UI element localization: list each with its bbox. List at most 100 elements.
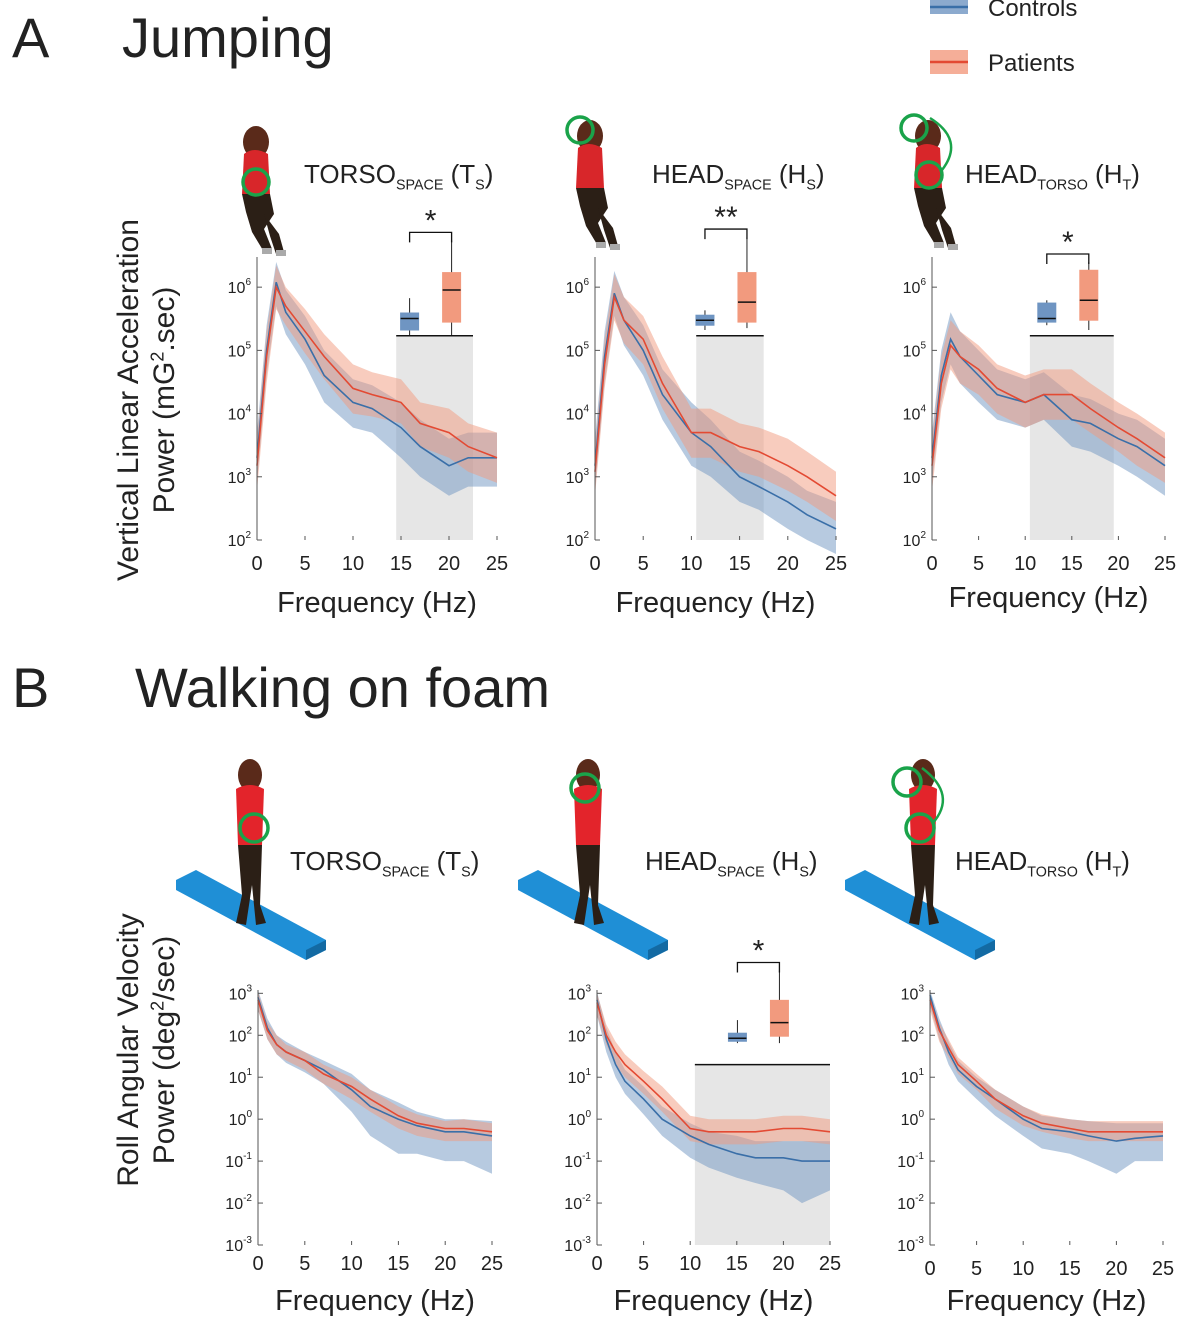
mean-line [931, 343, 1166, 466]
y-tick-exponent: 6 [583, 277, 589, 288]
x-axis-label: Frequency (Hz) [275, 1285, 475, 1317]
box [769, 999, 789, 1037]
significance-bracket [1046, 253, 1090, 265]
y-tick-base: 10 [901, 1028, 919, 1045]
y-tick-base: 10 [229, 1070, 247, 1087]
error-band [930, 990, 1163, 1174]
y-tick-label: 100 [901, 1109, 925, 1129]
y-tick-base: 10 [566, 280, 584, 297]
x-axis-label: Frequency (Hz) [616, 587, 816, 619]
y-tick-label: 101 [229, 1067, 253, 1087]
y-tick-base: 10 [897, 1238, 915, 1255]
y-tick-exponent: -2 [915, 1193, 924, 1204]
label-part: HEAD [955, 846, 1027, 876]
y-tick-exponent: 0 [585, 1109, 591, 1120]
y-tick-exponent: -1 [582, 1151, 591, 1162]
y-tick-base: 10 [564, 1238, 582, 1255]
significance-bracket [408, 231, 453, 243]
y-tick-base: 10 [229, 1028, 247, 1045]
x-tick-label: 15 [387, 1253, 409, 1275]
label: HEADTORSO (HT) [955, 846, 1130, 881]
subscript: SPACE [724, 178, 771, 194]
y-tick-label: 106 [903, 277, 927, 297]
label: Roll Angular Velocity [112, 913, 145, 1187]
y-tick-exponent: 0 [918, 1109, 924, 1120]
y-tick-exponent: 3 [585, 983, 591, 994]
y-tick-base: 10 [566, 533, 584, 550]
significance-stars: ** [714, 201, 738, 234]
error-band [258, 991, 492, 1142]
label-part: Power (deg [148, 1011, 181, 1164]
y-tick-label: 10-3 [225, 1235, 252, 1255]
label-part: (H [1088, 159, 1123, 189]
x-tick-label: 20 [438, 553, 460, 575]
panel-label: B [12, 656, 49, 719]
label-part: ) [1131, 159, 1140, 189]
subscript: S [806, 178, 816, 194]
subscript: TORSO [1037, 178, 1088, 194]
x-tick-label: 0 [926, 553, 937, 575]
x-axis-label: Frequency (Hz) [949, 582, 1149, 614]
x-tick-label: 5 [971, 1258, 982, 1280]
box [737, 272, 757, 323]
label-part: TORSO [290, 846, 382, 876]
label: Power (mG2.sec) [148, 287, 182, 514]
mean-line [596, 999, 830, 1162]
box [727, 1032, 747, 1042]
y-tick-base: 10 [897, 1196, 915, 1213]
y-tick-label: 101 [901, 1067, 925, 1087]
y-tick-base: 10 [903, 343, 921, 360]
label-part: Power (mG [148, 362, 181, 514]
y-tick-label: 102 [228, 530, 252, 550]
legend-label: Patients [988, 50, 1075, 77]
mean-line [256, 284, 498, 466]
panel-title: Jumping [122, 6, 334, 69]
y-tick-base: 10 [901, 986, 919, 1003]
x-tick-label: 15 [726, 1253, 748, 1275]
y-tick-base: 10 [225, 1238, 243, 1255]
y-tick-base: 10 [564, 1154, 582, 1171]
y-tick-exponent: -1 [243, 1151, 252, 1162]
error-band [932, 320, 1165, 491]
y-tick-exponent: 2 [583, 530, 589, 541]
y-tick-exponent: 3 [583, 467, 589, 478]
y-tick-exponent: 0 [246, 1109, 252, 1120]
y-tick-label: 100 [568, 1109, 592, 1129]
label-part: (H [765, 846, 800, 876]
x-tick-label: 20 [1107, 553, 1129, 575]
box [400, 312, 420, 331]
x-axis-label: Frequency (Hz) [947, 1285, 1147, 1317]
error-band [257, 265, 497, 491]
y-tick-base: 10 [566, 470, 584, 487]
y-tick-exponent: 3 [245, 467, 251, 478]
y-tick-label: 100 [229, 1109, 253, 1129]
y-tick-label: 10-1 [564, 1151, 591, 1171]
panel-title: Walking on foam [135, 656, 550, 719]
y-tick-base: 10 [566, 343, 584, 360]
y-tick-exponent: -2 [243, 1193, 252, 1204]
y-tick-label: 10-3 [897, 1235, 924, 1255]
y-tick-label: 104 [566, 404, 590, 424]
subscript: SPACE [717, 865, 764, 881]
x-tick-label: 10 [1012, 1258, 1034, 1280]
y-tick-exponent: 2 [246, 1025, 252, 1036]
y-tick-base: 10 [903, 470, 921, 487]
x-tick-label: 25 [1154, 553, 1176, 575]
y-tick-exponent: -3 [915, 1235, 924, 1246]
subscript: S [799, 865, 809, 881]
y-tick-label: 10-3 [564, 1235, 591, 1255]
x-tick-label: 25 [486, 553, 508, 575]
y-tick-exponent: 4 [245, 404, 251, 415]
label-part: HEAD [645, 846, 717, 876]
y-tick-base: 10 [225, 1154, 243, 1171]
label-part: ) [809, 846, 818, 876]
subscript: T [1123, 178, 1132, 194]
x-tick-label: 25 [819, 1253, 841, 1275]
x-tick-label: 0 [924, 1258, 935, 1280]
label-part: ) [1121, 846, 1130, 876]
subscript: SPACE [396, 178, 443, 194]
y-tick-label: 101 [568, 1067, 592, 1087]
y-tick-exponent: 4 [583, 404, 589, 415]
label-part: ) [471, 846, 480, 876]
y-tick-label: 103 [901, 983, 925, 1003]
